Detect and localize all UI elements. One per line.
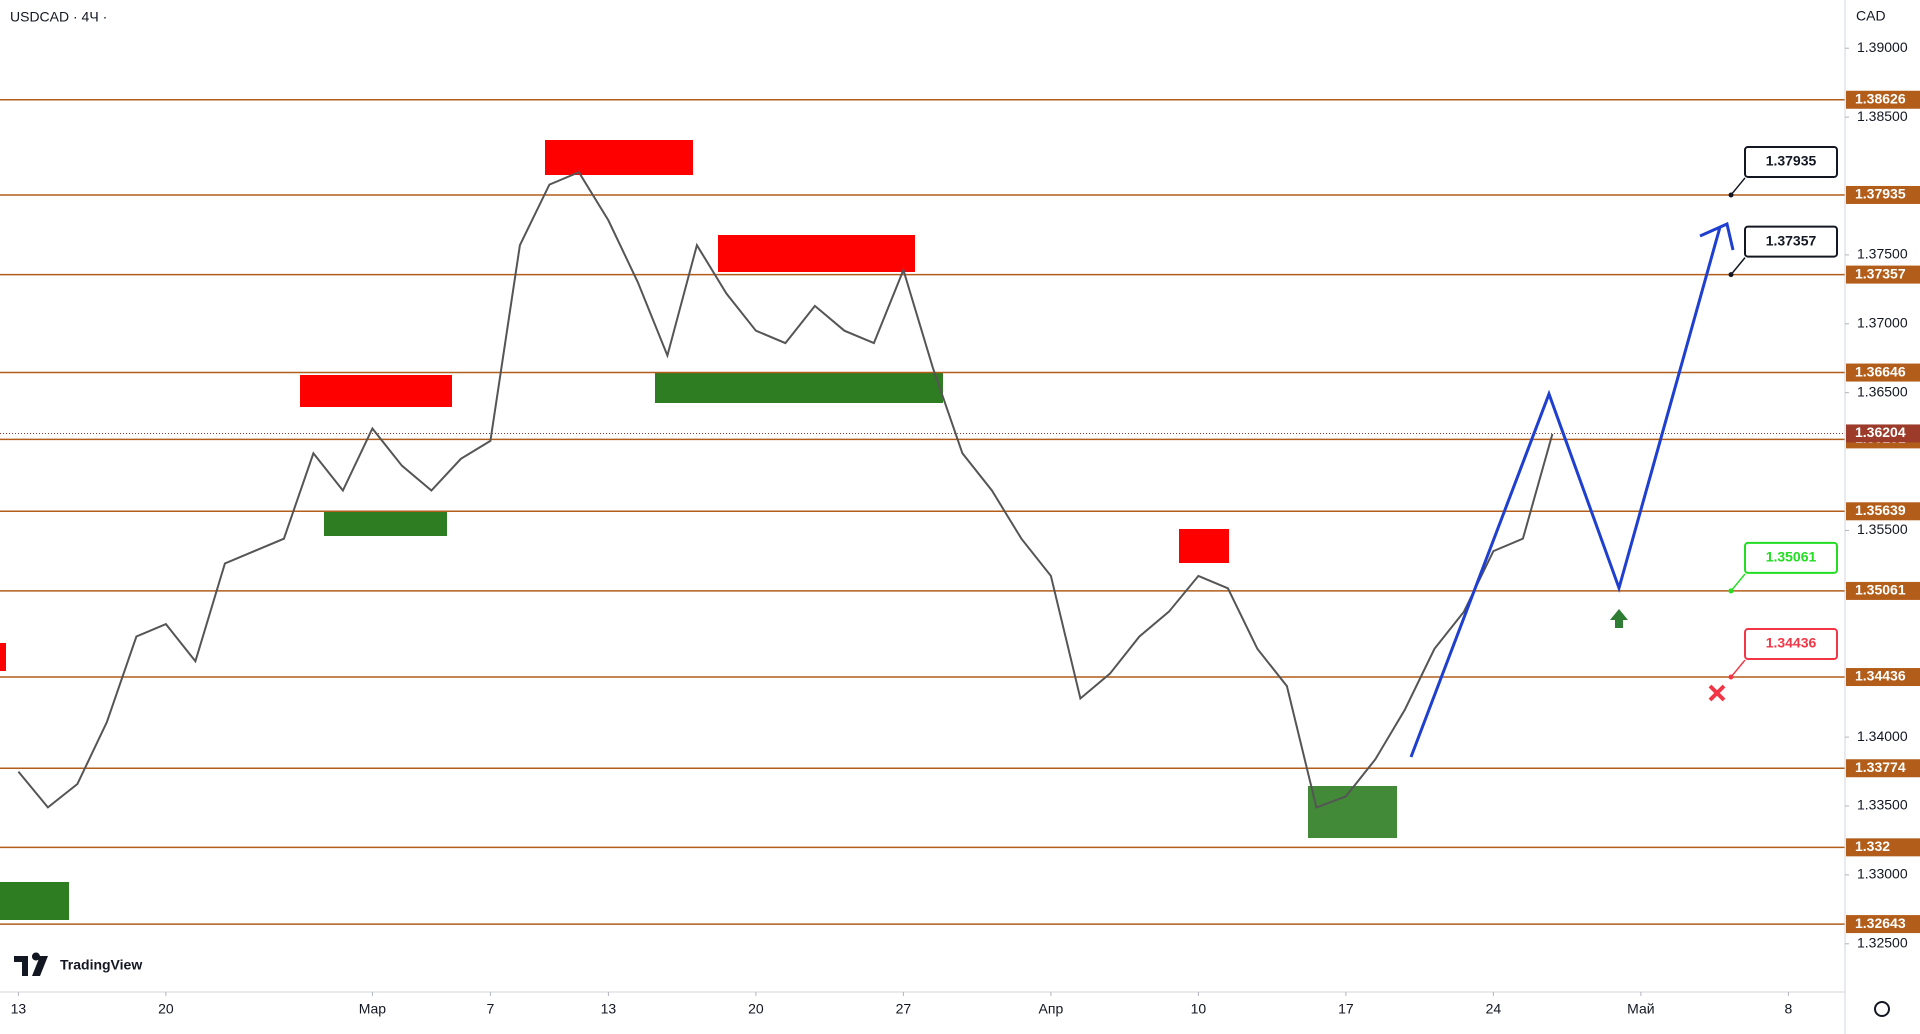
supply-zone — [0, 643, 6, 671]
level-label: 1.34436 — [1855, 668, 1906, 684]
y-tick-label: 1.39000 — [1857, 39, 1908, 55]
callout-label: 1.34436 — [1766, 635, 1817, 651]
callout-label: 1.35061 — [1766, 549, 1817, 565]
x-tick-label: 24 — [1486, 1001, 1502, 1017]
logo: TradingView — [14, 952, 142, 976]
level-label: 1.36646 — [1855, 363, 1906, 379]
level-label: 1.32643 — [1855, 915, 1906, 931]
x-tick-label: 20 — [158, 1001, 174, 1017]
y-tick-label: 1.36500 — [1857, 383, 1908, 399]
level-label: 1.33774 — [1855, 759, 1906, 775]
settings-icon[interactable] — [1874, 1001, 1890, 1017]
x-tick-label: 7 — [487, 1001, 495, 1017]
x-tick-label: Мар — [359, 1001, 387, 1017]
x-tick-label: 10 — [1191, 1001, 1207, 1017]
y-tick-label: 1.33000 — [1857, 866, 1908, 882]
level-label-bg — [1846, 668, 1920, 687]
y-tick-label: 1.32500 — [1857, 934, 1908, 950]
callout-pointer — [1730, 659, 1746, 678]
level-label: 1.38626 — [1855, 90, 1906, 106]
x-tick-label: 8 — [1785, 1001, 1793, 1017]
level-label-bg — [1846, 581, 1920, 600]
brand: TradingView — [60, 957, 142, 973]
callout-box — [1744, 145, 1838, 178]
logo-mark — [14, 952, 48, 976]
callout-label: 1.37935 — [1766, 153, 1817, 169]
x-tick-label: 20 — [748, 1001, 764, 1017]
callout-pointer — [1730, 177, 1746, 196]
callout-box — [1744, 628, 1838, 661]
y-tick-label: 1.37000 — [1857, 314, 1908, 330]
level-label: 1.37357 — [1855, 265, 1906, 281]
supply-zone — [718, 235, 915, 272]
x-tick-label: 17 — [1338, 1001, 1354, 1017]
y-tick-label: 1.33500 — [1857, 797, 1908, 813]
level-label-bg — [1846, 185, 1920, 204]
y-tick-label: 1.37500 — [1857, 246, 1908, 262]
x-tick-label: 13 — [11, 1001, 27, 1017]
callout-dot — [1728, 674, 1734, 680]
currency[interactable]: CAD — [1856, 8, 1886, 24]
demand-zone — [324, 511, 447, 536]
level-label-bg — [1846, 759, 1920, 778]
callout-dot — [1728, 272, 1734, 278]
level-label: 1.35639 — [1855, 502, 1906, 518]
supply-zone — [545, 140, 693, 175]
level-label: 1.35061 — [1855, 582, 1906, 598]
level-label: 1.37935 — [1855, 186, 1906, 202]
projection — [1409, 221, 1735, 758]
level-label-bg — [1846, 90, 1920, 109]
x-tick-label: 13 — [601, 1001, 617, 1017]
demand-zone — [655, 373, 943, 403]
callout-pointer — [1730, 573, 1746, 592]
callout-dot — [1728, 192, 1734, 198]
zones — [0, 140, 1397, 920]
x-tick-label: 27 — [896, 1001, 912, 1017]
level-label-bg — [1846, 363, 1920, 382]
last-price-label: 1.36204 — [1855, 424, 1906, 440]
callout-box — [1744, 541, 1838, 574]
plot — [0, 99, 1845, 925]
supply-zone — [300, 375, 452, 407]
demand-zone — [1308, 786, 1397, 838]
level-label-bg — [1846, 265, 1920, 284]
demand-zone — [0, 882, 69, 920]
projection-path — [1409, 226, 1722, 758]
callout-dot — [1728, 588, 1734, 594]
callout-label: 1.37357 — [1766, 232, 1817, 248]
last-price-bg — [1846, 424, 1920, 443]
level-label-bg — [1846, 502, 1920, 521]
level-label: 1.332 — [1855, 838, 1890, 854]
buy-arrow — [1610, 609, 1628, 628]
x-tick-label: Май — [1627, 1001, 1654, 1017]
callout-box — [1744, 225, 1838, 258]
y-tick-label: 1.35500 — [1857, 521, 1908, 537]
supply-zone — [1179, 529, 1229, 563]
callout-pointer — [1730, 257, 1746, 276]
y-tick-label: 1.34000 — [1857, 728, 1908, 744]
level-label-bg — [1846, 838, 1920, 857]
stop-cross — [1708, 684, 1726, 702]
symbol-title: USDCAD · 4Ч · — [10, 9, 107, 25]
y-tick-label: 1.38500 — [1857, 108, 1908, 124]
level-label-bg — [1846, 915, 1920, 934]
projection-arrow — [1699, 221, 1735, 251]
price-line — [17, 170, 1554, 809]
x-tick-label: Апр — [1039, 1001, 1064, 1017]
